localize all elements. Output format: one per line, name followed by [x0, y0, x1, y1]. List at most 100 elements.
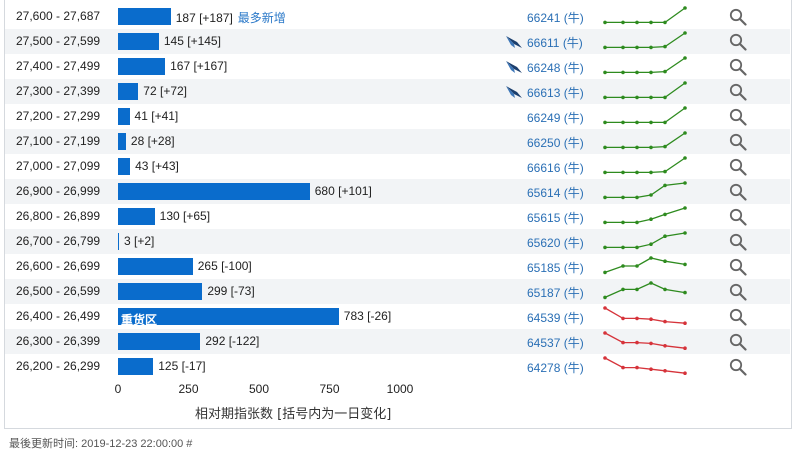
- search-icon[interactable]: [729, 283, 747, 301]
- sparkline-point: [663, 20, 667, 25]
- warrant-code-link[interactable]: 66611 (牛): [527, 36, 583, 50]
- warrant-code-link[interactable]: 66249 (牛): [527, 111, 584, 125]
- sparkline-line: [605, 32, 686, 49]
- data-label-text: 265 [-100]: [197, 259, 252, 273]
- sparkline-point: [621, 365, 625, 370]
- sparkline-point: [683, 231, 687, 235]
- data-label-text: 145 [+145]: [163, 34, 221, 48]
- search-icon[interactable]: [729, 233, 747, 251]
- sparkline-point: [635, 45, 639, 50]
- sparkline: [603, 256, 687, 275]
- search-icon[interactable]: [729, 158, 747, 176]
- sparkline-point: [649, 317, 653, 321]
- sparkline-point: [663, 69, 667, 74]
- sparkline-point: [603, 45, 607, 50]
- strike-range-label: 26,500 - 26,599: [16, 284, 101, 298]
- data-label: 265 [-100]: [198, 259, 252, 273]
- sparkline-point: [635, 365, 639, 370]
- sparkline-point: [683, 346, 687, 350]
- data-label-text: 292 [-122]: [205, 334, 260, 348]
- sparkline-point: [621, 145, 625, 150]
- strike-range-label: 26,900 - 26,999: [16, 184, 101, 198]
- x-axis-label: 相对期指张数 [括号内为一日变化]: [195, 407, 392, 422]
- sparkline-point: [683, 290, 687, 295]
- table-row: 27,100 - 27,199 28 [+28] 66250 (牛): [5, 129, 790, 154]
- sparkline-point: [635, 264, 639, 268]
- sparkline-point: [649, 170, 653, 175]
- bar: [118, 58, 166, 75]
- sparkline: [603, 331, 687, 350]
- sparkline-point: [603, 70, 607, 75]
- warrant-code-link[interactable]: 64537 (牛): [527, 336, 584, 350]
- search-icon[interactable]: [729, 58, 747, 76]
- warrant-code-link[interactable]: 65185 (牛): [527, 261, 584, 275]
- sparkline-point: [621, 20, 625, 25]
- sparkline-point: [621, 70, 625, 75]
- warrant-code-link[interactable]: 66241 (牛): [527, 11, 584, 25]
- sparkline-point: [635, 287, 639, 292]
- sparkline-point: [603, 170, 607, 175]
- warrant-code-link[interactable]: 66250 (牛): [527, 136, 584, 150]
- search-icon[interactable]: [729, 308, 747, 326]
- sparkline-point: [649, 242, 653, 246]
- data-label: 187 [+187] 最多新增: [176, 9, 286, 26]
- heavy-zone-label: 重货区: [121, 313, 158, 327]
- search-icon[interactable]: [729, 133, 747, 151]
- sparkline-point: [649, 95, 653, 100]
- sparkline-point: [603, 120, 607, 125]
- strike-range-label: 27,300 - 27,399: [16, 84, 101, 98]
- sparkline-line: [605, 7, 686, 24]
- strike-range-label: 26,700 - 26,799: [16, 234, 101, 248]
- warrant-code-link[interactable]: 66613 (牛): [527, 86, 584, 100]
- sparkline-point: [603, 306, 607, 310]
- search-icon[interactable]: [729, 358, 747, 376]
- search-icon[interactable]: [729, 183, 747, 201]
- search-icon[interactable]: [729, 8, 747, 26]
- bar: [118, 8, 171, 25]
- table-row: 27,000 - 27,099 43 [+43] 66616 (牛): [5, 154, 790, 179]
- sparkline-point: [663, 212, 667, 217]
- sparkline-point: [663, 259, 667, 263]
- sparkline-point: [621, 45, 625, 50]
- strike-range-label: 27,200 - 27,299: [16, 109, 101, 123]
- sparkline: [603, 206, 687, 225]
- data-label: 3 [+2]: [124, 234, 154, 248]
- warrant-code-link[interactable]: 65187 (牛): [527, 286, 584, 300]
- table-row: 26,500 - 26,599 299 [-73] 65187 (牛): [5, 279, 790, 304]
- sparkline: [603, 106, 687, 125]
- search-icon[interactable]: [729, 108, 747, 126]
- warrant-code-link[interactable]: 65615 (牛): [527, 211, 584, 225]
- table-row: 26,700 - 26,799 3 [+2] 65620 (牛): [5, 229, 790, 254]
- search-icon[interactable]: [729, 208, 747, 226]
- sparkline-point: [621, 264, 625, 268]
- search-icon[interactable]: [729, 83, 747, 101]
- warrant-code-link[interactable]: 64278 (牛): [527, 361, 584, 375]
- sparkline: [603, 181, 687, 200]
- sparkline-point: [649, 120, 653, 125]
- data-label-text: 125 [-17]: [158, 359, 206, 373]
- bar: [118, 83, 139, 100]
- data-label-text: 187 [+187]: [175, 11, 233, 25]
- sparkline: [603, 231, 687, 250]
- warrant-code-link[interactable]: 66616 (牛): [527, 161, 584, 175]
- sparkline-point: [603, 331, 607, 335]
- data-label-text: 41 [+41]: [134, 109, 179, 123]
- table-row: 26,200 - 26,299 125 [-17] 64278 (牛): [5, 354, 790, 379]
- sparkline-line: [605, 207, 686, 224]
- sparkline-point: [621, 316, 625, 321]
- sparkline-point: [603, 220, 607, 225]
- search-icon[interactable]: [729, 258, 747, 276]
- warrant-code-link[interactable]: 65614 (牛): [527, 186, 584, 200]
- sparkline-point: [663, 169, 667, 174]
- table-row: 27,500 - 27,599 145 [+145] 66611 (牛): [5, 29, 790, 54]
- sparkline-point: [649, 70, 653, 75]
- sparkline-point: [603, 95, 607, 100]
- search-icon[interactable]: [729, 33, 747, 51]
- warrant-code-link[interactable]: 66248 (牛): [527, 61, 584, 75]
- search-icon[interactable]: [729, 333, 747, 351]
- sparkline-line: [604, 357, 686, 374]
- sparkline: [603, 306, 687, 325]
- data-label: 167 [+167]: [170, 59, 227, 73]
- warrant-code-link[interactable]: 65620 (牛): [527, 236, 584, 250]
- warrant-code-link[interactable]: 64539 (牛): [527, 311, 584, 325]
